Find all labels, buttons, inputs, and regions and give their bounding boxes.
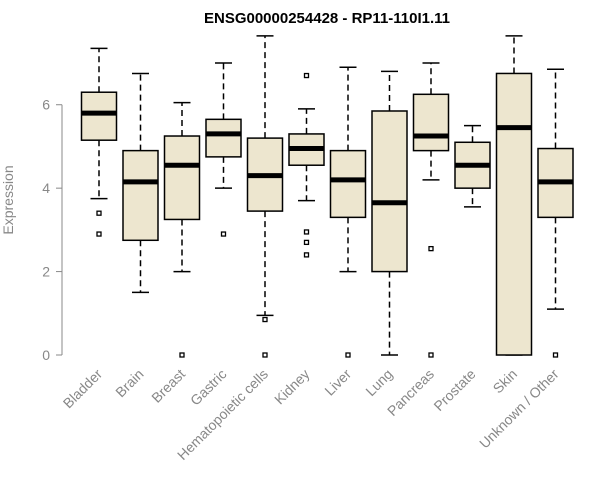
outlier-point: [303, 229, 310, 235]
outlier-point: [96, 210, 102, 216]
iqr-box: [329, 149, 367, 219]
y-axis-label: Expression: [0, 165, 16, 234]
x-tick-label: Brain: [112, 366, 146, 400]
iqr-box: [205, 118, 242, 158]
outlier-point: [220, 231, 227, 237]
outlier-point: [345, 352, 351, 358]
y-tick-label: 4: [42, 180, 50, 196]
box-series: [80, 35, 574, 358]
iqr-box: [163, 135, 201, 221]
box-kidney: [288, 72, 325, 258]
outlier-point: [303, 72, 310, 79]
box-gastric: [205, 62, 242, 237]
box-prostate: [454, 124, 491, 208]
outlier-point: [428, 352, 434, 358]
x-tick-label: Unknown / Other: [476, 366, 562, 452]
outlier-point: [303, 239, 310, 246]
y-tick-label: 2: [42, 264, 50, 280]
box-lung: [371, 70, 408, 356]
iqr-box: [371, 110, 408, 273]
outlier-point: [179, 352, 185, 358]
x-tick-label: Prostate: [430, 366, 478, 414]
outlier-point: [262, 352, 268, 358]
x-tick-label: Skin: [490, 366, 521, 397]
outlier-point: [428, 245, 434, 252]
iqr-box: [412, 93, 450, 152]
x-tick-label: Bladder: [60, 366, 106, 412]
box-skin: [495, 35, 533, 356]
y-axis: 0 2 4 6: [42, 97, 63, 363]
iqr-box: [495, 72, 533, 356]
x-tick-label: Kidney: [271, 366, 313, 408]
box-unknown-other: [537, 68, 574, 358]
outlier-point: [96, 231, 102, 237]
x-tick-label: Breast: [148, 366, 188, 406]
box-brain: [122, 72, 159, 294]
chart-title: ENSG00000254428 - RP11-110I1.11: [204, 10, 450, 27]
x-tick-label: Lung: [362, 366, 395, 399]
box-breast: [163, 101, 201, 358]
outlier-point: [262, 316, 268, 323]
box-pancreas: [412, 62, 450, 358]
iqr-box: [80, 91, 118, 141]
x-tick-label: Liver: [321, 366, 354, 399]
outlier-point: [552, 352, 559, 358]
y-tick-label: 6: [42, 97, 50, 113]
box-liver: [329, 66, 367, 358]
box-bladder: [80, 47, 118, 237]
box-hematopoietic-cells: [246, 35, 284, 358]
outlier-point: [303, 252, 310, 258]
y-tick-label: 0: [42, 347, 50, 363]
iqr-box: [122, 149, 159, 242]
